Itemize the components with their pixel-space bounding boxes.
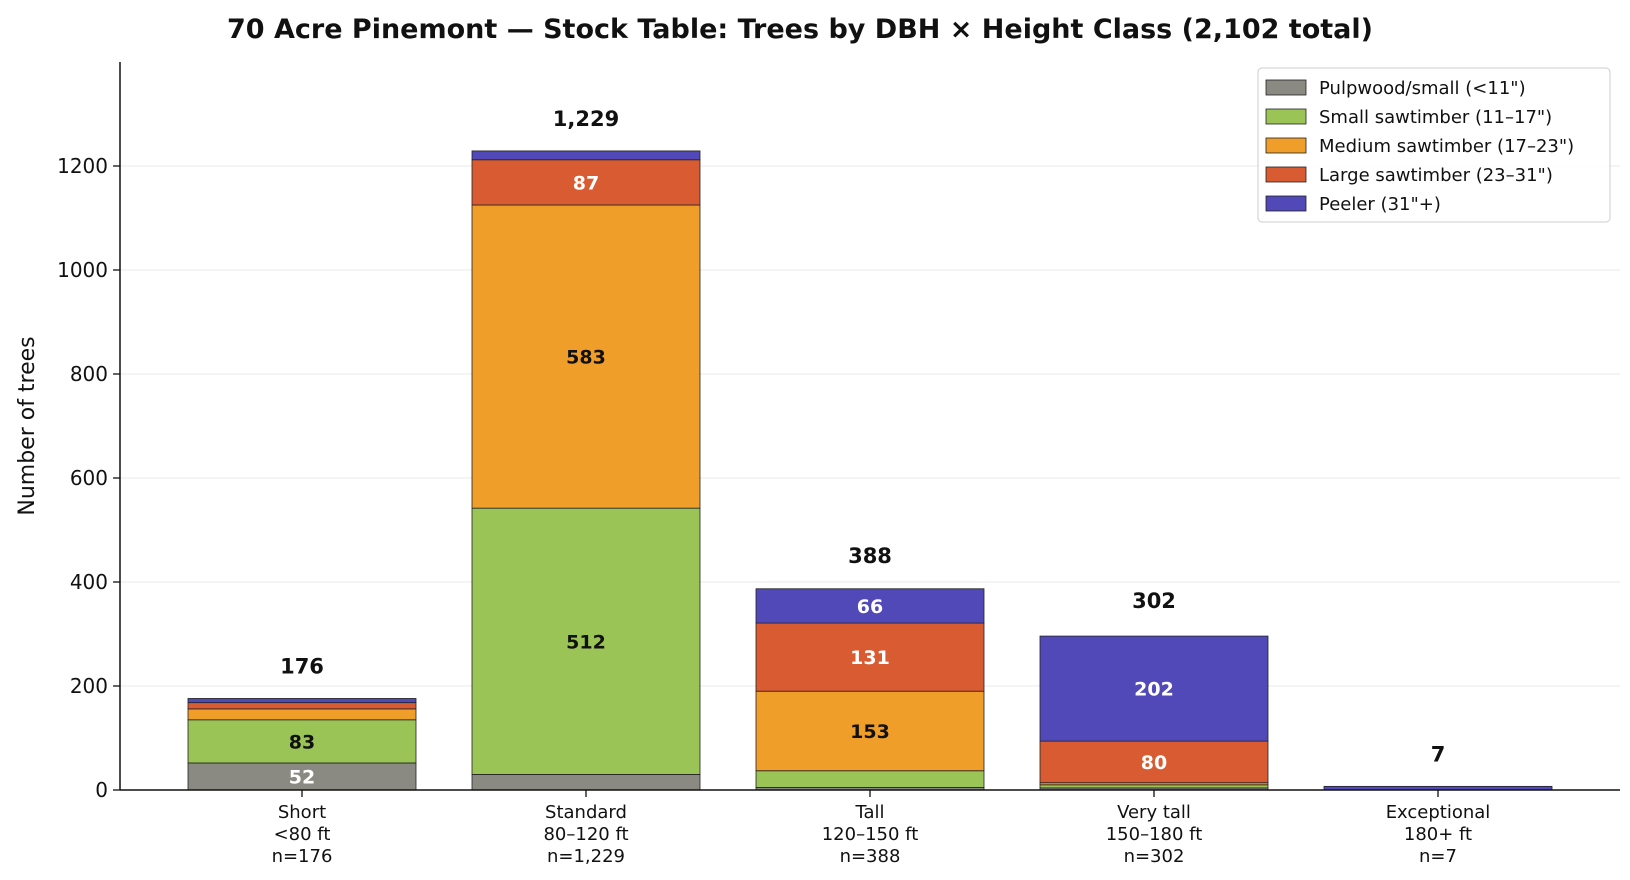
bar-total-label: 176 <box>280 654 324 678</box>
bar-segment <box>1039 635 1269 742</box>
x-tick-label: 180+ ft <box>1404 824 1472 845</box>
legend-swatch <box>1265 166 1307 183</box>
bars: 52 83 176 512 583 87 1,229 153 131 66 388 80 202 302 7 <box>187 107 1553 791</box>
y-axis-label: Number of trees <box>15 336 40 515</box>
legend-swatch <box>1265 195 1307 212</box>
x-tick-label: n=388 <box>840 846 901 867</box>
bar-segment <box>1039 784 1269 789</box>
bar-segment <box>187 698 417 704</box>
segment-value-label: 66 <box>857 596 883 618</box>
x-tick-label: Tall <box>854 802 884 823</box>
segment-value-label: 80 <box>1141 752 1167 774</box>
x-tick-label: n=176 <box>272 846 333 867</box>
bar-total-label: 388 <box>848 544 892 568</box>
x-tick-label: Exceptional <box>1386 802 1491 823</box>
x-tick-label: Short <box>278 802 326 823</box>
x-tick-label: n=7 <box>1419 846 1457 867</box>
x-tick-label: <80 ft <box>274 824 331 845</box>
segment-value-label: 153 <box>850 721 890 743</box>
bar-segment <box>755 622 985 692</box>
y-tick-label: 600 <box>70 466 108 490</box>
bar-segment <box>471 774 701 791</box>
bar-segment <box>1039 740 1269 784</box>
legend-swatch <box>1265 108 1307 125</box>
bar-segment <box>755 588 985 624</box>
bar-segment <box>187 708 417 721</box>
legend-swatch <box>1265 137 1307 154</box>
chart-title: 70 Acre Pinemont — Stock Table: Trees by… <box>227 14 1373 45</box>
legend-label: Medium sawtimber (17–23") <box>1319 136 1574 157</box>
legend: Pulpwood/small (<11") Small sawtimber (11… <box>1257 67 1611 223</box>
segment-value-label: 52 <box>289 766 315 788</box>
bar-total-label: 7 <box>1431 742 1446 766</box>
y-tick-label: 1000 <box>57 258 108 282</box>
y-tick-label: 400 <box>70 570 108 594</box>
bar-segment <box>471 159 701 206</box>
segment-value-label: 83 <box>289 731 315 753</box>
segment-value-label: 87 <box>573 172 599 194</box>
legend-label: Large sawtimber (23–31") <box>1319 165 1553 186</box>
x-tick-label: Standard <box>545 802 627 823</box>
bar-segment <box>471 204 701 509</box>
segment-value-label: 202 <box>1134 679 1174 701</box>
x-tick-label: n=1,229 <box>547 846 625 867</box>
legend-label: Pulpwood/small (<11") <box>1319 78 1526 99</box>
y-tick-label: 200 <box>70 674 108 698</box>
segment-value-label: 131 <box>850 647 890 669</box>
legend-box <box>1257 67 1611 223</box>
x-tick-label: 120–150 ft <box>822 824 919 845</box>
gridlines <box>120 165 1620 791</box>
segment-value-label: 583 <box>566 347 606 369</box>
legend-swatch <box>1265 79 1307 96</box>
y-tick-label: 1200 <box>57 154 108 178</box>
legend-label: Peeler (31"+) <box>1319 194 1441 215</box>
x-tick-label: 150–180 ft <box>1106 824 1203 845</box>
legend-label: Small sawtimber (11–17") <box>1319 107 1552 128</box>
segment-value-label: 512 <box>566 631 606 653</box>
x-tick-label: Very tall <box>1117 802 1191 823</box>
bar-total-label: 302 <box>1132 589 1176 613</box>
bar-segment <box>755 770 985 788</box>
bar-segment <box>471 507 701 775</box>
bar-segment <box>471 150 701 161</box>
bar-segment <box>187 702 417 710</box>
x-tick-label: n=302 <box>1124 846 1185 867</box>
axes: 0 200 400 600 800 1000 1200 Short<80 ftn=176 Sta… <box>57 62 1620 867</box>
bar-segment <box>755 690 985 772</box>
bar-total-label: 1,229 <box>553 107 619 131</box>
y-tick-label: 800 <box>70 362 108 386</box>
y-tick-label: 0 <box>95 778 108 802</box>
x-tick-label: 80–120 ft <box>543 824 628 845</box>
bar-segment <box>187 719 417 764</box>
